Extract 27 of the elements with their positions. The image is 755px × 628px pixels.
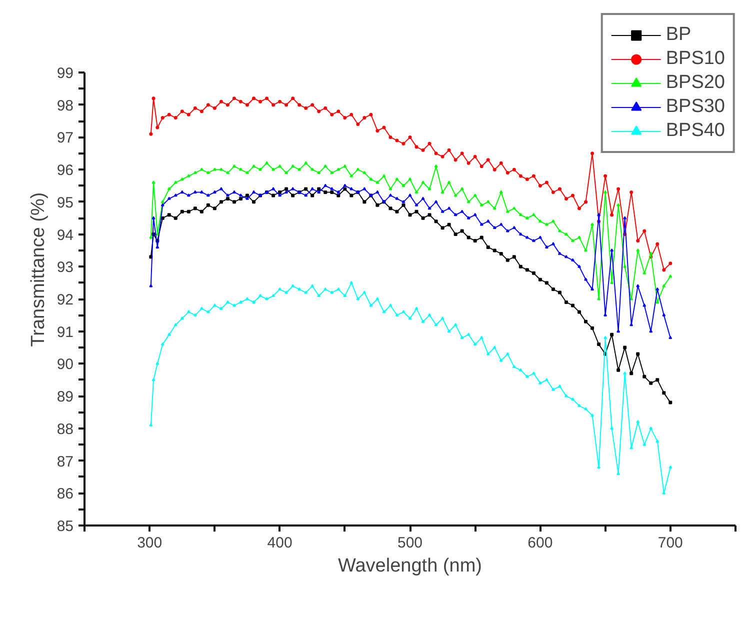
y-tick-label: 89 xyxy=(56,388,74,406)
x-tick-label: 700 xyxy=(658,534,683,552)
x-tick-label: 400 xyxy=(267,534,292,552)
y-tick-label: 92 xyxy=(56,292,74,308)
y-tick-label: 97 xyxy=(56,130,74,147)
legend-label: BP xyxy=(666,23,692,47)
y-tick-label: 90 xyxy=(56,356,74,374)
y-tick-label: 98 xyxy=(56,97,74,114)
y-tick-label: 85 xyxy=(56,518,74,535)
x-tick-label: 600 xyxy=(528,534,553,552)
y-axis-title: Transmittance (%) xyxy=(28,192,49,347)
legend-label: BPS20 xyxy=(666,71,725,95)
y-tick-label: 87 xyxy=(56,453,74,470)
legend-label: BPS30 xyxy=(666,95,725,119)
x-tick-label: 300 xyxy=(137,534,162,552)
y-tick-label: 94 xyxy=(56,226,74,244)
x-tick-label: 500 xyxy=(397,534,423,552)
y-tick-label: 86 xyxy=(56,486,74,503)
x-axis-title: Wavelength (nm) xyxy=(338,556,482,576)
legend-label: BPS10 xyxy=(666,47,725,71)
y-tick-label: 91 xyxy=(56,324,74,341)
y-tick-label: 93 xyxy=(56,259,74,276)
y-tick-label: 96 xyxy=(56,162,74,180)
legend-label: BPS40 xyxy=(666,119,725,143)
y-tick-label: 99 xyxy=(56,65,74,82)
y-tick-label: 88 xyxy=(56,420,74,438)
y-tick-label: 95 xyxy=(56,194,74,212)
